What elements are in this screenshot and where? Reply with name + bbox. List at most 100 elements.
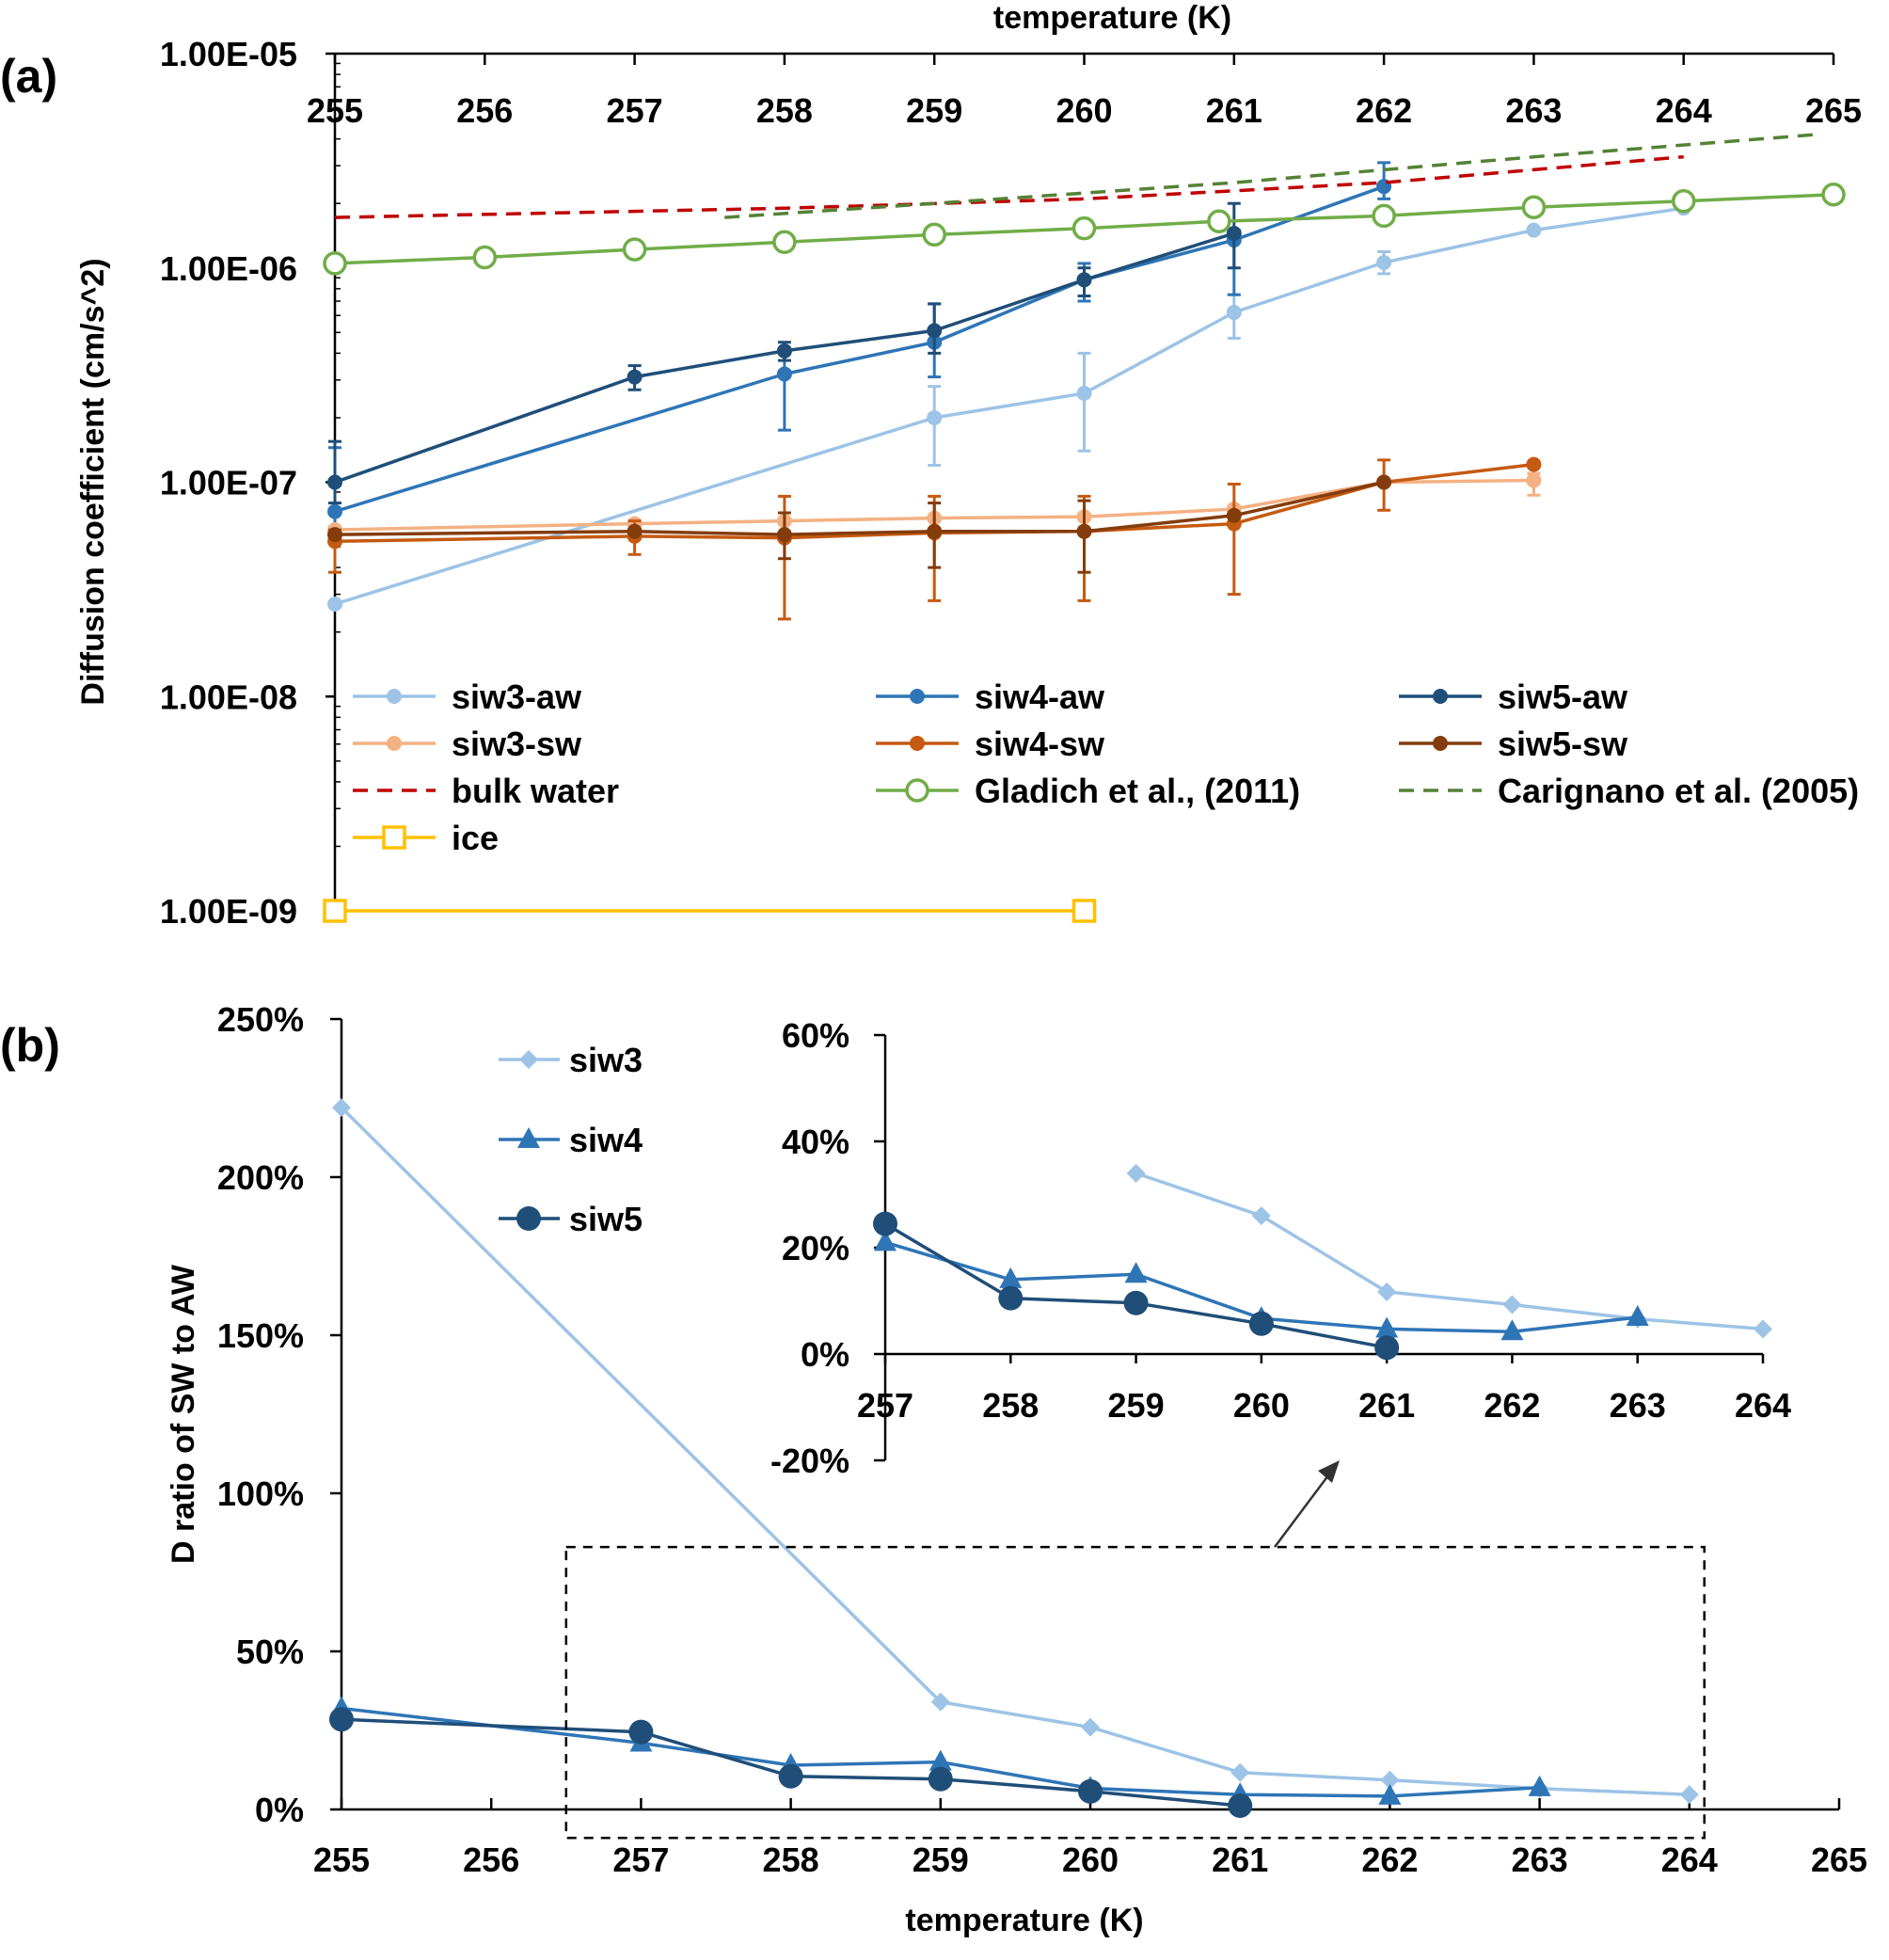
inset-x-tick-label: 260 — [1233, 1386, 1290, 1425]
inset-y-tick-label: 40% — [782, 1123, 849, 1161]
panel-a-x-tick-label: 259 — [906, 91, 962, 130]
panel-b-x-tick-label: 255 — [313, 1840, 370, 1879]
series-ice — [323, 899, 1097, 923]
panel-b-x-tick-label: 261 — [1212, 1840, 1268, 1879]
legend-item-siw4: siw4 — [499, 1121, 643, 1159]
data-point-siw4-aw — [327, 503, 342, 519]
data-point-siw5-sw — [1226, 507, 1242, 523]
data-point-siw5-sw — [927, 523, 943, 539]
panel-a-y-tick-label: 1.00E-05 — [160, 35, 297, 73]
data-point-siw4 — [929, 1749, 952, 1771]
legend-item-bulk: bulk water — [353, 772, 619, 810]
data-point-ice — [1071, 899, 1097, 923]
data-point-siw3-aw — [1526, 222, 1542, 238]
legend-label-siw5-sw: siw5-sw — [1498, 725, 1628, 763]
data-point-siw5 — [628, 1719, 654, 1745]
data-point-gladich — [772, 230, 797, 255]
panel-b-x-tick-label: 259 — [913, 1840, 969, 1879]
series-siw4-aw — [327, 161, 1392, 532]
data-point-siw3-aw — [927, 409, 943, 425]
legend-item-gladich: Gladich et al., (2011) — [876, 772, 1300, 810]
legend-swatch-marker-siw5-sw — [1433, 736, 1448, 751]
data-point-siw5 — [1078, 1778, 1103, 1804]
panel-b-y-axis-title: D ratio of SW to AW — [166, 1264, 201, 1564]
inset-data-point-siw5 — [1374, 1335, 1400, 1361]
panel-b-chart: temperature (K) D ratio of SW to AW 255 2… — [166, 1000, 1867, 1938]
series-carignano — [724, 133, 1819, 219]
inset-data-point-siw5 — [1123, 1290, 1149, 1315]
inset-data-point-siw4 — [1500, 1319, 1524, 1341]
inset-data-point-siw3 — [1754, 1319, 1772, 1339]
panel-a-x-tick-label: 265 — [1805, 91, 1862, 130]
data-point-gladich — [1071, 215, 1097, 241]
inset-x-tick-label: 258 — [982, 1386, 1039, 1425]
panel-a-y-tick-label: 1.00E-09 — [160, 892, 297, 931]
panel-a-x-tick-label: 261 — [1206, 91, 1262, 130]
data-point-siw5-aw — [1226, 225, 1242, 241]
panel-b-x-tick-label: 265 — [1811, 1840, 1867, 1879]
inset-data-point-siw3 — [1251, 1206, 1271, 1226]
data-point-siw3 — [1679, 1785, 1699, 1805]
panel-b-x-tick-label: 260 — [1062, 1840, 1119, 1879]
data-point-siw3 — [332, 1098, 351, 1118]
data-point-gladich — [1372, 203, 1396, 229]
data-point-siw3 — [930, 1692, 950, 1712]
inset-x-tick-label: 262 — [1484, 1386, 1540, 1425]
data-point-siw5-sw — [627, 523, 643, 539]
data-point-gladich — [922, 222, 946, 247]
panel-a-chart: temperature (K) Diffusion coefficient (c… — [75, 0, 1862, 931]
series-line-siw3 — [340, 1106, 1690, 1796]
data-point-gladich — [472, 245, 498, 270]
data-point-gladich — [1671, 188, 1696, 214]
data-point-ice — [323, 899, 347, 923]
panel-b-x-axis-title: temperature (K) — [905, 1903, 1143, 1938]
zoom-arrow-line — [1273, 1474, 1330, 1548]
legend-label-siw4: siw4 — [569, 1121, 643, 1159]
legend-swatch-marker-siw3 — [519, 1050, 538, 1069]
series-line-siw5 — [341, 1717, 1241, 1808]
legend-item-siw3-aw: siw3-aw — [353, 677, 582, 716]
panel-b-x-tick-label: 263 — [1512, 1840, 1568, 1879]
inset-y-tick-label: 20% — [782, 1229, 849, 1267]
panel-b-inset-chart: 257 258 259 260 261 262 263 264 -20% 0% 20% 40% 60% — [770, 1016, 1791, 1480]
panel-a-y-tick-label: 1.00E-08 — [160, 677, 297, 716]
series-b-siw3 — [332, 1098, 1699, 1805]
legend-label-siw3-aw: siw3-aw — [452, 677, 582, 716]
panel-b-x-tick-label: 256 — [463, 1840, 519, 1879]
legend-label-bulk: bulk water — [452, 772, 619, 810]
panel-b-x-tick-label: 258 — [763, 1840, 819, 1879]
legend-item-siw5-aw: siw5-aw — [1399, 677, 1628, 716]
data-point-gladich — [1207, 209, 1231, 233]
inset-data-point-siw4 — [1626, 1305, 1649, 1327]
inset-y-tick-label: -20% — [770, 1442, 849, 1480]
legend-item-siw4-sw: siw4-sw — [876, 725, 1105, 763]
panel-a-x-tick-label: 256 — [456, 91, 513, 130]
data-point-siw4 — [1378, 1783, 1402, 1805]
inset-x-tick-label: 263 — [1610, 1386, 1666, 1425]
series-line-siw5-aw — [334, 231, 1235, 485]
data-point-siw4-aw — [776, 366, 792, 382]
series-line-siw4-aw — [334, 184, 1385, 514]
legend-swatch-marker-ice — [382, 825, 406, 850]
series-line-bulk — [334, 154, 1684, 219]
legend-label-siw5: siw5 — [569, 1200, 643, 1238]
data-point-siw5 — [1228, 1793, 1253, 1818]
legend-label-siw3: siw3 — [569, 1041, 643, 1079]
data-point-siw5 — [329, 1707, 354, 1732]
inset-x-tick-label: 264 — [1735, 1386, 1791, 1425]
panel-b-y-tick-label: 200% — [217, 1158, 304, 1197]
panel-b-label: (b) — [0, 1019, 60, 1072]
data-point-siw4 — [1528, 1775, 1551, 1796]
panel-b-y-tick-label: 150% — [217, 1316, 304, 1355]
panel-b-y-tick-label: 250% — [217, 1000, 304, 1039]
data-point-siw3-aw — [1226, 305, 1242, 321]
legend-swatch-marker-siw4 — [517, 1127, 540, 1148]
legend-item-siw3-sw: siw3-sw — [353, 725, 582, 763]
panel-b-x-tick-label: 264 — [1661, 1840, 1718, 1879]
inset-data-point-siw4 — [999, 1267, 1023, 1288]
data-point-siw3-sw — [1526, 472, 1542, 488]
inset-data-point-siw4 — [874, 1230, 897, 1251]
inset-series-siw5 — [873, 1211, 1400, 1361]
data-point-siw3 — [1081, 1717, 1100, 1737]
